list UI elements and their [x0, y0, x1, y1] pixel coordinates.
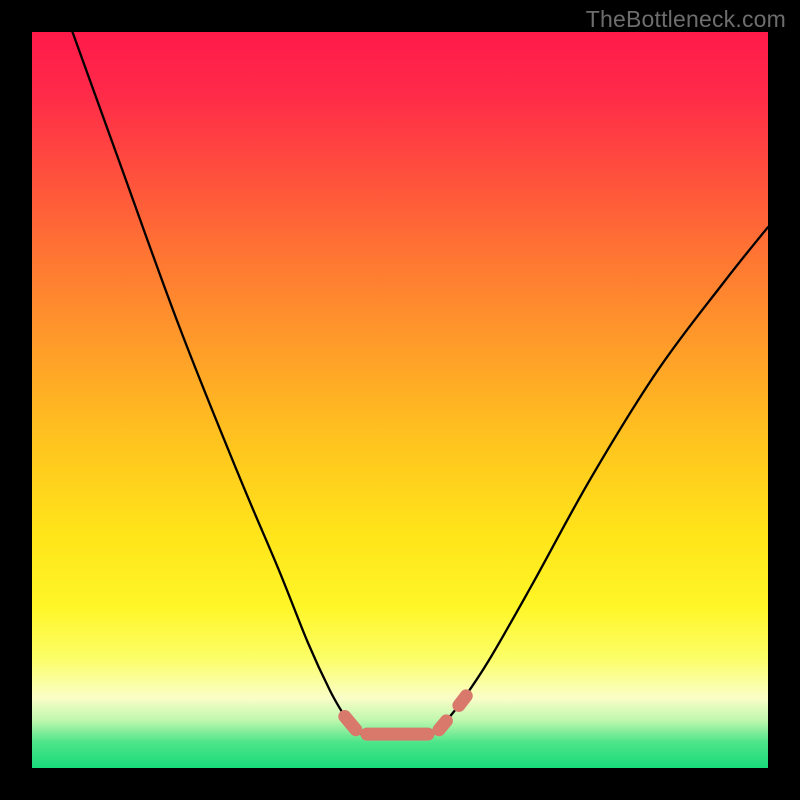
watermark-text: TheBottleneck.com — [586, 6, 786, 33]
canvas-root: TheBottleneck.com — [0, 0, 800, 800]
chart-svg — [32, 32, 768, 768]
curve-right_branch — [459, 227, 768, 705]
valley-segment — [439, 721, 446, 730]
curve-left_branch — [72, 32, 344, 716]
valley-segment — [345, 716, 356, 729]
plot-area — [32, 32, 768, 768]
valley-segment — [459, 696, 466, 706]
